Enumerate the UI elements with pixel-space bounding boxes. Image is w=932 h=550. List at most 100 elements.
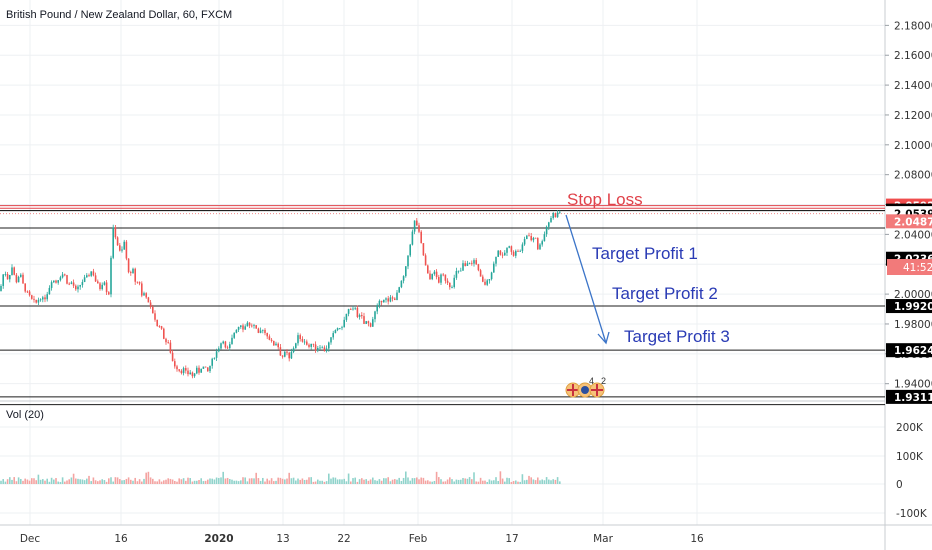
candle-body	[191, 372, 194, 377]
volume-bar	[262, 477, 264, 484]
candle-body	[268, 336, 271, 340]
volume-bar	[548, 479, 550, 484]
candle-body	[222, 341, 224, 344]
candle-body	[545, 226, 548, 235]
volume-bar	[13, 477, 15, 484]
volume-bar	[286, 478, 288, 484]
candle-body	[350, 309, 352, 310]
volume-bar	[57, 481, 59, 484]
volume-bar	[2, 479, 4, 484]
candle-body	[81, 281, 84, 286]
volume-bar	[484, 480, 486, 484]
candle-body	[427, 265, 429, 274]
candle-body	[374, 311, 376, 320]
economic-event-badges[interactable]: 4 2	[565, 376, 606, 398]
target-profit-1-label[interactable]: Target Profit 1	[592, 244, 698, 263]
volume-bar	[143, 478, 145, 484]
volume-bar	[132, 480, 134, 484]
volume-bar	[519, 481, 521, 484]
volume-bar	[209, 478, 211, 484]
volume-bar	[451, 479, 453, 484]
price-tick-label: 2.08000	[894, 170, 932, 182]
volume-bar	[268, 480, 271, 484]
candle-body	[339, 327, 341, 329]
candle-body	[114, 227, 117, 238]
volume-bar	[121, 480, 123, 484]
forecast-arrow[interactable]	[565, 214, 610, 345]
volume-bar	[123, 480, 125, 484]
volume-bar	[279, 477, 282, 484]
stop-loss-label[interactable]: Stop Loss	[567, 190, 643, 209]
volume-bar	[233, 480, 235, 484]
candle-body	[248, 322, 251, 326]
volume-bar	[198, 480, 200, 484]
candle-body	[341, 327, 343, 329]
candle-body	[521, 244, 524, 251]
candle-body	[46, 294, 48, 300]
volume-bar	[306, 479, 308, 484]
volume-axis[interactable]: 200K 100K 0 -100K	[896, 422, 928, 520]
time-tick-label: 16	[114, 533, 128, 545]
candle-body	[334, 330, 337, 334]
candle-body	[391, 297, 394, 299]
volume-bar	[44, 480, 46, 484]
candle-body	[273, 340, 275, 346]
volume-bar	[534, 480, 537, 484]
time-tick-label: Feb	[409, 533, 428, 545]
candle-body	[301, 338, 304, 342]
volume-bar	[453, 481, 455, 484]
volume-bar	[396, 479, 398, 484]
candle-body	[387, 298, 389, 302]
nz-flag-fill-icon	[581, 386, 589, 394]
candle-body	[64, 274, 66, 276]
time-axis[interactable]: Dec 16 2020 13 22 Feb 17 Mar 16	[20, 533, 704, 545]
volume-bar	[33, 478, 35, 484]
candle-body	[61, 274, 64, 278]
volume-bar	[539, 480, 541, 484]
price-axis-labels: 2.059292.055932.053922.048752.023691.992…	[885, 198, 932, 404]
candle-body	[462, 263, 464, 271]
volume-bar	[20, 478, 22, 484]
candle-body	[90, 271, 92, 276]
candle-body	[479, 270, 482, 277]
volume-bar	[497, 480, 499, 484]
time-tick-label: Dec	[20, 533, 41, 545]
volume-bar	[468, 477, 471, 484]
volume-bar	[317, 479, 319, 484]
volume-bar	[251, 478, 253, 484]
candle-body	[233, 332, 235, 338]
target-profit-3-label[interactable]: Target Profit 3	[624, 327, 730, 346]
volume-bar	[112, 481, 114, 484]
candle-body	[431, 274, 433, 280]
uk-flag-cross-icon	[567, 384, 579, 396]
volume-bar	[220, 477, 222, 484]
candle-body	[523, 239, 526, 245]
price-level-label: 2.04875	[894, 216, 932, 228]
candle-body	[182, 368, 185, 374]
candle-body	[314, 344, 317, 351]
volume-bar	[281, 478, 284, 484]
candle-body	[53, 280, 55, 283]
candle-body	[288, 352, 290, 359]
candle-body	[455, 270, 458, 278]
candle-body	[22, 274, 24, 284]
horizontal-levels[interactable]	[0, 205, 885, 406]
candle-body	[319, 347, 321, 349]
candle-body	[143, 293, 145, 296]
candle-body	[68, 283, 70, 285]
volume-bar	[354, 477, 356, 484]
candle-body	[548, 222, 550, 227]
volume-bar	[297, 478, 299, 484]
candle-body	[42, 297, 44, 300]
volume-bar	[68, 479, 70, 484]
volume-bar	[207, 479, 209, 484]
target-profit-2-label[interactable]: Target Profit 2	[612, 284, 718, 303]
price-level-label: 1.96244	[894, 345, 932, 357]
candle-body	[532, 237, 535, 241]
volume-bar	[455, 479, 458, 484]
volume-bar	[88, 475, 90, 484]
volume-bar	[402, 477, 405, 484]
candle-body	[176, 366, 178, 370]
volume-bar	[248, 478, 251, 484]
